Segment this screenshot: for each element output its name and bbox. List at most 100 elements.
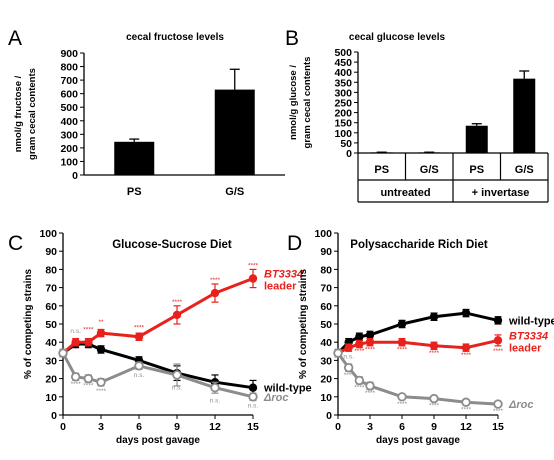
data-point <box>365 330 375 340</box>
series-label: wild-type <box>508 315 554 327</box>
x-category-label: G/S <box>420 164 439 176</box>
x-tick-label: 6 <box>136 421 142 433</box>
y-tick-label: 90 <box>45 246 57 258</box>
x-tick-label: 6 <box>399 421 405 433</box>
x-tick-label: 0 <box>60 421 66 433</box>
data-point <box>248 392 258 402</box>
significance-annotation: **** <box>96 388 107 395</box>
data-point <box>429 312 439 321</box>
significance-annotation: ** <box>98 319 104 326</box>
significance-annotation: n.s. <box>172 385 183 392</box>
data-point <box>355 339 364 349</box>
chart-title: Polysaccharide Rich Diet <box>350 239 488 251</box>
data-point <box>96 328 106 338</box>
significance-annotation: **** <box>461 352 472 359</box>
significance-annotation: **** <box>493 408 504 415</box>
y-tick-label: 10 <box>320 392 332 404</box>
series-label-line: wild-type <box>263 383 312 395</box>
y-tick-label: 400 <box>60 116 78 128</box>
y-tick-label: 80 <box>45 264 57 276</box>
series-label: Δroc <box>508 399 534 411</box>
y-tick-label: 100 <box>39 228 57 240</box>
y-axis-label-line: nmol/g fructose / <box>13 75 24 152</box>
x-tick-label: 15 <box>247 421 259 433</box>
series-label-line: Δroc <box>508 399 534 411</box>
bar <box>513 78 536 153</box>
y-tick-label: 0 <box>72 170 78 182</box>
significance-annotation: **** <box>71 381 82 388</box>
data-point <box>354 375 365 386</box>
x-category-label: PS <box>374 164 389 176</box>
y-axis-label: nmol/g fructose / gram cecal contents <box>13 68 38 160</box>
data-point <box>461 343 471 352</box>
data-point <box>210 383 220 393</box>
y-axis-label-group: % of competing strains <box>298 269 309 379</box>
group-label: + invertase <box>472 187 530 199</box>
y-axis-label-line: gram cecal contents <box>27 68 38 160</box>
data-point <box>397 392 407 402</box>
data-point <box>84 338 93 347</box>
y-tick-label: 60 <box>320 301 332 313</box>
x-tick-label: 12 <box>209 421 221 433</box>
group-label: untreated <box>380 187 430 199</box>
data-point <box>70 372 81 382</box>
y-tick-label: 40 <box>45 337 57 349</box>
y-tick-label: 60 <box>45 301 57 313</box>
x-axis-label: days post gavage <box>376 435 460 446</box>
significance-annotation: **** <box>248 263 259 270</box>
y-tick-label: 10 <box>45 392 57 404</box>
significance-annotation: **** <box>429 350 440 357</box>
y-tick-label: 80 <box>320 264 332 276</box>
y-tick-label: 700 <box>60 75 78 87</box>
data-point <box>134 332 144 341</box>
y-tick-label: 90 <box>320 246 332 258</box>
data-point <box>461 308 471 318</box>
y-tick-label: 800 <box>60 62 78 74</box>
x-category-label: G/S <box>515 164 534 176</box>
y-tick-label: 20 <box>320 374 332 386</box>
y-tick-label: 0 <box>51 410 57 422</box>
series-label-line: leader <box>509 342 542 354</box>
data-point <box>365 338 375 347</box>
significance-annotation: **** <box>344 372 355 379</box>
significance-annotation: **** <box>134 324 145 331</box>
significance-annotation: **** <box>397 346 408 353</box>
y-tick-label: 70 <box>45 283 57 295</box>
data-point <box>429 341 439 351</box>
x-tick-label: 3 <box>98 421 104 433</box>
significance-annotation: n.s. <box>343 354 354 361</box>
significance-annotation: **** <box>83 326 94 333</box>
data-point <box>493 336 503 345</box>
y-tick-label: 900 <box>60 48 78 60</box>
x-tick-label: 0 <box>335 421 341 433</box>
significance-annotation: **** <box>172 299 183 306</box>
series-label-line: leader <box>264 281 297 293</box>
series-label-line: wild-type <box>508 315 554 327</box>
panel-letter: C <box>8 232 23 255</box>
data-point <box>58 348 68 358</box>
significance-annotation: **** <box>210 277 221 284</box>
y-tick-label: 30 <box>320 355 332 367</box>
significance-annotation: n.s. <box>248 403 259 410</box>
significance-annotation: n.s. <box>210 397 221 404</box>
y-tick-label: 400 <box>334 67 352 79</box>
series-label: Δroc <box>263 392 289 404</box>
series-label-line: BT3334 <box>509 330 548 342</box>
y-tick-label: 50 <box>45 319 57 331</box>
y-tick-label: 30 <box>45 355 57 367</box>
data-point <box>397 338 407 347</box>
significance-annotation: **** <box>354 385 365 392</box>
bar <box>114 141 155 175</box>
y-axis-label: % of competing strains <box>298 269 309 379</box>
y-tick-label: 0 <box>326 410 332 422</box>
y-tick-label: 300 <box>60 129 78 141</box>
x-category-label: G/S <box>225 186 244 198</box>
data-point <box>96 377 106 387</box>
y-tick-label: 100 <box>334 128 352 140</box>
y-tick-label: 50 <box>320 319 332 331</box>
y-tick-label: 350 <box>334 77 352 89</box>
data-point <box>365 381 375 391</box>
data-point <box>83 373 94 384</box>
data-point <box>96 345 106 354</box>
